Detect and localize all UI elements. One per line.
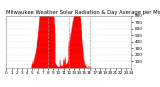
Text: Milwaukee Weather Solar Radiation & Day Average per Minute W/m2 (Today): Milwaukee Weather Solar Radiation & Day …: [6, 10, 160, 15]
